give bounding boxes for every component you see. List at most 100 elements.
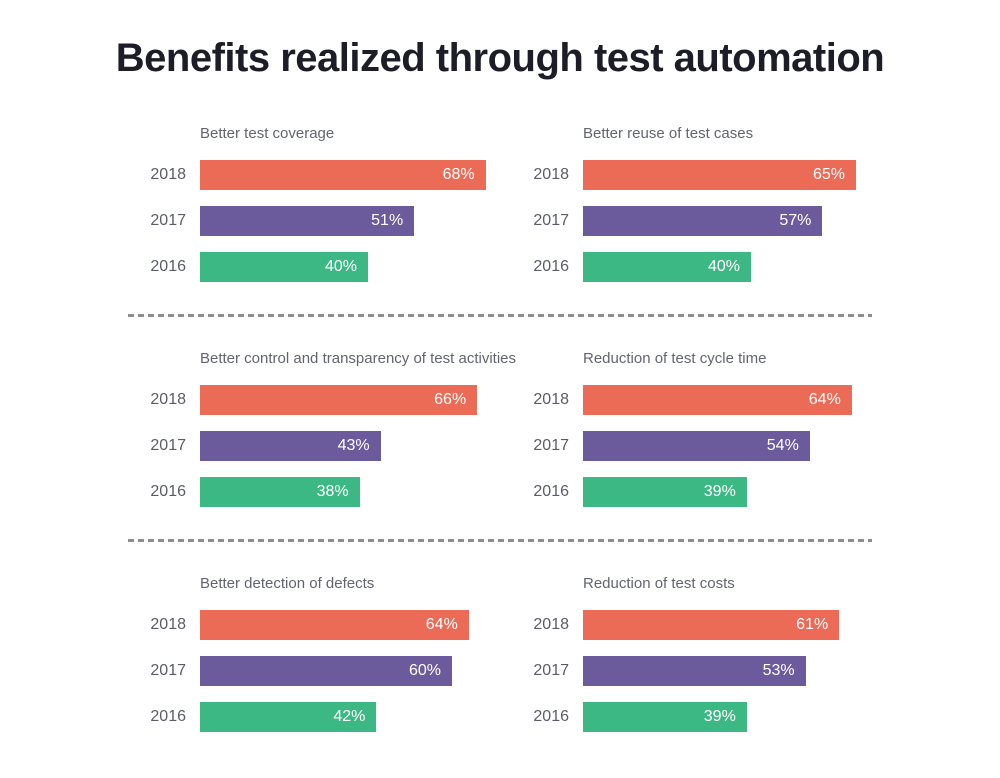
bar-2018: 61% (583, 610, 840, 640)
bar-value-label: 64% (425, 616, 458, 633)
chart-panel: Reduction of test costs 2018 61% 2017 53% 201… (513, 575, 1000, 732)
year-label: 2017 (533, 212, 569, 229)
bar-value-label: 40% (707, 258, 740, 275)
dashed-separator (128, 539, 872, 542)
bar-track: 39% (583, 477, 1000, 507)
charts-grid: Better test coverage 2018 68% 2017 51% 2016 40… (0, 125, 1000, 732)
year-label: 2018 (150, 391, 186, 408)
bar-value-label: 38% (316, 483, 349, 500)
bar-value-label: 65% (812, 166, 845, 183)
chart-panel: Better detection of defects 2018 64% 2017 60… (130, 575, 513, 732)
bar-track: 66% (200, 385, 620, 415)
bar-row: 2018 64% (130, 610, 513, 640)
chart-row: Better control and transparency of test … (130, 350, 1000, 507)
bar-track: 65% (583, 160, 1000, 190)
bar-track: 42% (200, 702, 620, 732)
bar-value-label: 68% (442, 166, 475, 183)
bar-row: 2016 40% (513, 252, 1000, 282)
year-label: 2016 (150, 708, 186, 725)
bar-track: 64% (583, 385, 1000, 415)
bar-2017: 43% (200, 431, 381, 461)
chart-row: Better detection of defects 2018 64% 2017 60… (130, 575, 1000, 732)
bar-row: 2016 42% (130, 702, 513, 732)
chart-title: Reduction of test costs (583, 575, 735, 592)
bar-row: 2017 57% (513, 206, 1000, 236)
bar-row: 2016 39% (513, 702, 1000, 732)
chart-title: Better detection of defects (200, 575, 375, 592)
chart-panel: Better control and transparency of test … (130, 350, 516, 507)
bar-2017: 60% (200, 656, 452, 686)
bar-2017: 57% (583, 206, 823, 236)
bar-track: 38% (200, 477, 620, 507)
bar-track: 68% (200, 160, 620, 190)
bar-2018: 64% (200, 610, 469, 640)
bar-2018: 64% (583, 385, 852, 415)
year-label: 2016 (533, 483, 569, 500)
year-label: 2016 (533, 258, 569, 275)
bar-track: 54% (583, 431, 1000, 461)
page-title: Benefits realized through test automatio… (115, 36, 885, 80)
year-label: 2016 (150, 483, 186, 500)
dashed-separator (128, 314, 872, 317)
bar-2017: 53% (583, 656, 806, 686)
chart-row: Better test coverage 2018 68% 2017 51% 2016 40… (130, 125, 1000, 282)
bar-2018: 68% (200, 160, 486, 190)
bar-track: 51% (200, 206, 620, 236)
year-label: 2017 (150, 662, 186, 679)
bar-value-label: 61% (796, 616, 829, 633)
bar-track: 53% (583, 656, 1000, 686)
chart-panel: Better test coverage 2018 68% 2017 51% 2016 40… (130, 125, 513, 282)
bar-value-label: 53% (762, 662, 795, 679)
bar-2016: 39% (583, 702, 747, 732)
bar-2017: 54% (583, 431, 810, 461)
bar-value-label: 39% (703, 483, 736, 500)
bar-track: 57% (583, 206, 1000, 236)
bar-row: 2017 53% (513, 656, 1000, 686)
bar-row: 2017 54% (513, 431, 1000, 461)
year-label: 2018 (150, 616, 186, 633)
bar-value-label: 66% (434, 391, 467, 408)
bar-value-label: 54% (766, 437, 799, 454)
bar-row: 2018 65% (513, 160, 1000, 190)
year-label: 2018 (150, 166, 186, 183)
bar-2016: 40% (200, 252, 368, 282)
bar-row: 2016 40% (130, 252, 513, 282)
bar-row: 2018 61% (513, 610, 1000, 640)
bar-row: 2018 66% (130, 385, 513, 415)
year-label: 2018 (533, 391, 569, 408)
year-label: 2018 (533, 166, 569, 183)
bar-value-label: 51% (371, 212, 404, 229)
bar-value-label: 64% (808, 391, 841, 408)
bar-track: 39% (583, 702, 1000, 732)
bar-row: 2017 43% (130, 431, 513, 461)
year-label: 2017 (150, 437, 186, 454)
bar-track: 43% (200, 431, 620, 461)
bar-value-label: 57% (779, 212, 812, 229)
year-label: 2017 (533, 437, 569, 454)
chart-panel: Better reuse of test cases 2018 65% 2017 57%… (513, 125, 1000, 282)
bar-row: 2017 51% (130, 206, 513, 236)
bar-2018: 66% (200, 385, 478, 415)
bar-2018: 65% (583, 160, 856, 190)
chart-panel: Reduction of test cycle time 2018 64% 2017 5… (513, 350, 1000, 507)
bar-track: 64% (200, 610, 620, 640)
bar-track: 61% (583, 610, 1000, 640)
bar-2016: 42% (200, 702, 377, 732)
chart-title: Better control and transparency of test … (200, 350, 516, 367)
chart-title: Better reuse of test cases (583, 125, 754, 142)
bar-2017: 51% (200, 206, 415, 236)
bar-value-label: 42% (333, 708, 366, 725)
year-label: 2017 (150, 212, 186, 229)
bar-row: 2018 68% (130, 160, 513, 190)
bar-2016: 38% (200, 477, 360, 507)
bar-row: 2018 64% (513, 385, 1000, 415)
bar-value-label: 60% (408, 662, 441, 679)
year-label: 2017 (533, 662, 569, 679)
bar-row: 2016 38% (130, 477, 513, 507)
bar-value-label: 43% (337, 437, 370, 454)
year-label: 2016 (150, 258, 186, 275)
bar-row: 2017 60% (130, 656, 513, 686)
bar-row: 2016 39% (513, 477, 1000, 507)
bar-value-label: 39% (703, 708, 736, 725)
